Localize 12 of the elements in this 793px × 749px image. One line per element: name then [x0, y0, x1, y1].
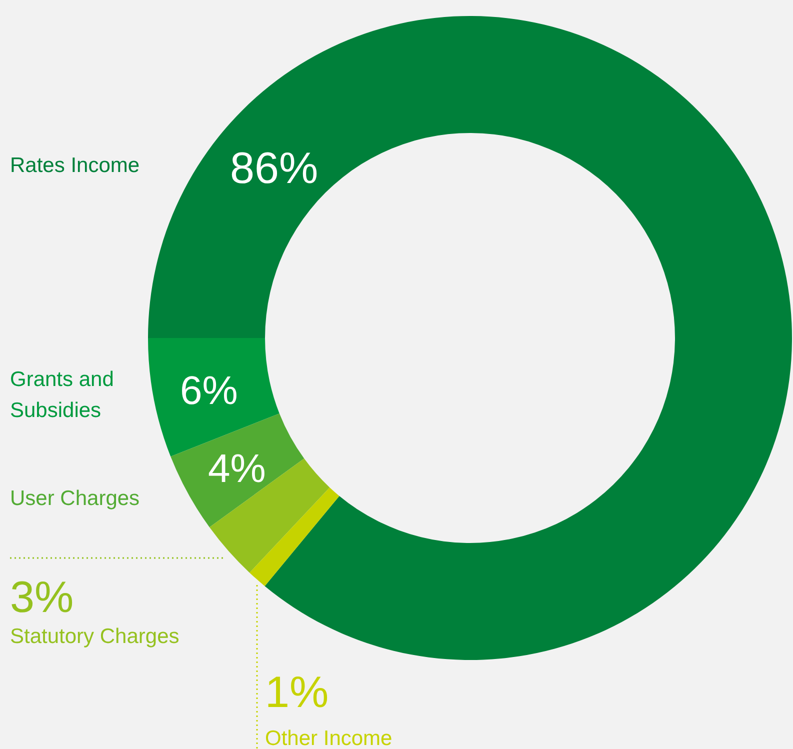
data-label: 86% — [230, 144, 318, 193]
slice-label: User Charges — [10, 487, 140, 510]
data-label: 3% — [10, 573, 74, 622]
data-label: 1% — [265, 668, 329, 717]
donut-slice — [250, 487, 340, 586]
slice-label: Statutory Charges — [10, 625, 180, 648]
slice-label: Other Income — [265, 727, 392, 749]
data-label: 6% — [180, 369, 238, 413]
donut-slice — [170, 413, 304, 528]
slice-label: Grants and Subsidies — [10, 368, 114, 422]
data-label: 4% — [208, 447, 266, 491]
slice-label: Rates Income — [10, 154, 140, 177]
